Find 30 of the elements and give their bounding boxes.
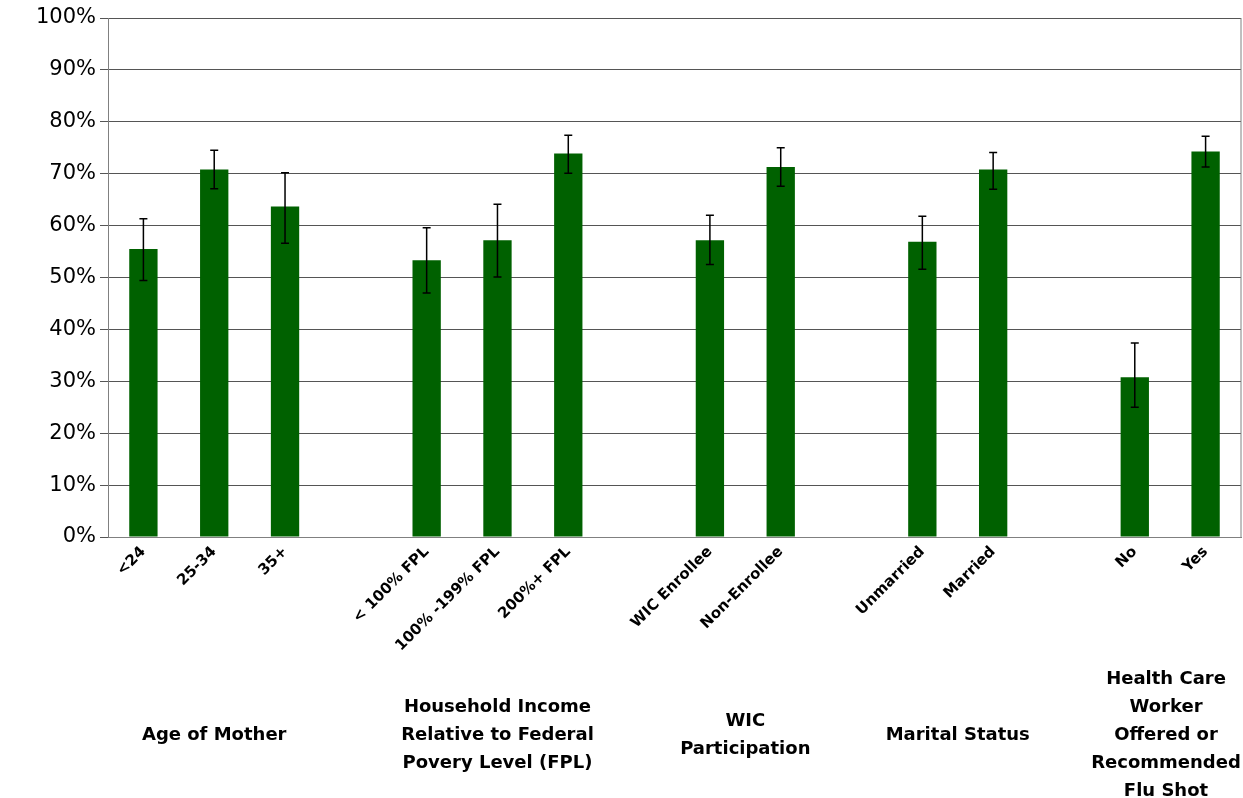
bar bbox=[695, 240, 725, 537]
y-tick-label: 60% bbox=[49, 212, 96, 237]
bar bbox=[978, 169, 1008, 537]
bar bbox=[270, 206, 300, 537]
y-tick-label: 100% bbox=[35, 4, 96, 29]
text: Health Care Worker Offered or Recommended Flu Shot bbox=[1091, 666, 1241, 798]
bar bbox=[1191, 151, 1220, 537]
y-tick-label: 70% bbox=[49, 160, 96, 185]
text: Age of Mother bbox=[141, 722, 287, 744]
bar bbox=[412, 260, 441, 537]
bar bbox=[554, 153, 583, 537]
y-tick-label: 20% bbox=[49, 419, 96, 444]
y-tick-label: 90% bbox=[49, 56, 96, 81]
bar bbox=[483, 240, 512, 537]
y-tick-label: 10% bbox=[49, 471, 96, 496]
bar bbox=[200, 169, 229, 537]
bar bbox=[766, 166, 795, 537]
text: Household Income Relative to Federal Povery Level (FPL) bbox=[401, 694, 594, 772]
bar bbox=[1120, 377, 1149, 537]
y-tick-label: 0% bbox=[62, 523, 96, 548]
text: Marital Status bbox=[885, 722, 1030, 744]
x-tick-label: Yes bbox=[1177, 542, 1212, 576]
x-tick-label: No bbox=[1111, 542, 1141, 572]
y-tick-label: 50% bbox=[49, 263, 96, 288]
y-tick-label: 30% bbox=[49, 367, 96, 392]
text: WIC Participation bbox=[680, 708, 811, 758]
y-tick-label: 80% bbox=[49, 108, 96, 133]
y-tick-label: 40% bbox=[49, 315, 96, 340]
bar bbox=[908, 241, 937, 537]
bar bbox=[129, 248, 158, 537]
